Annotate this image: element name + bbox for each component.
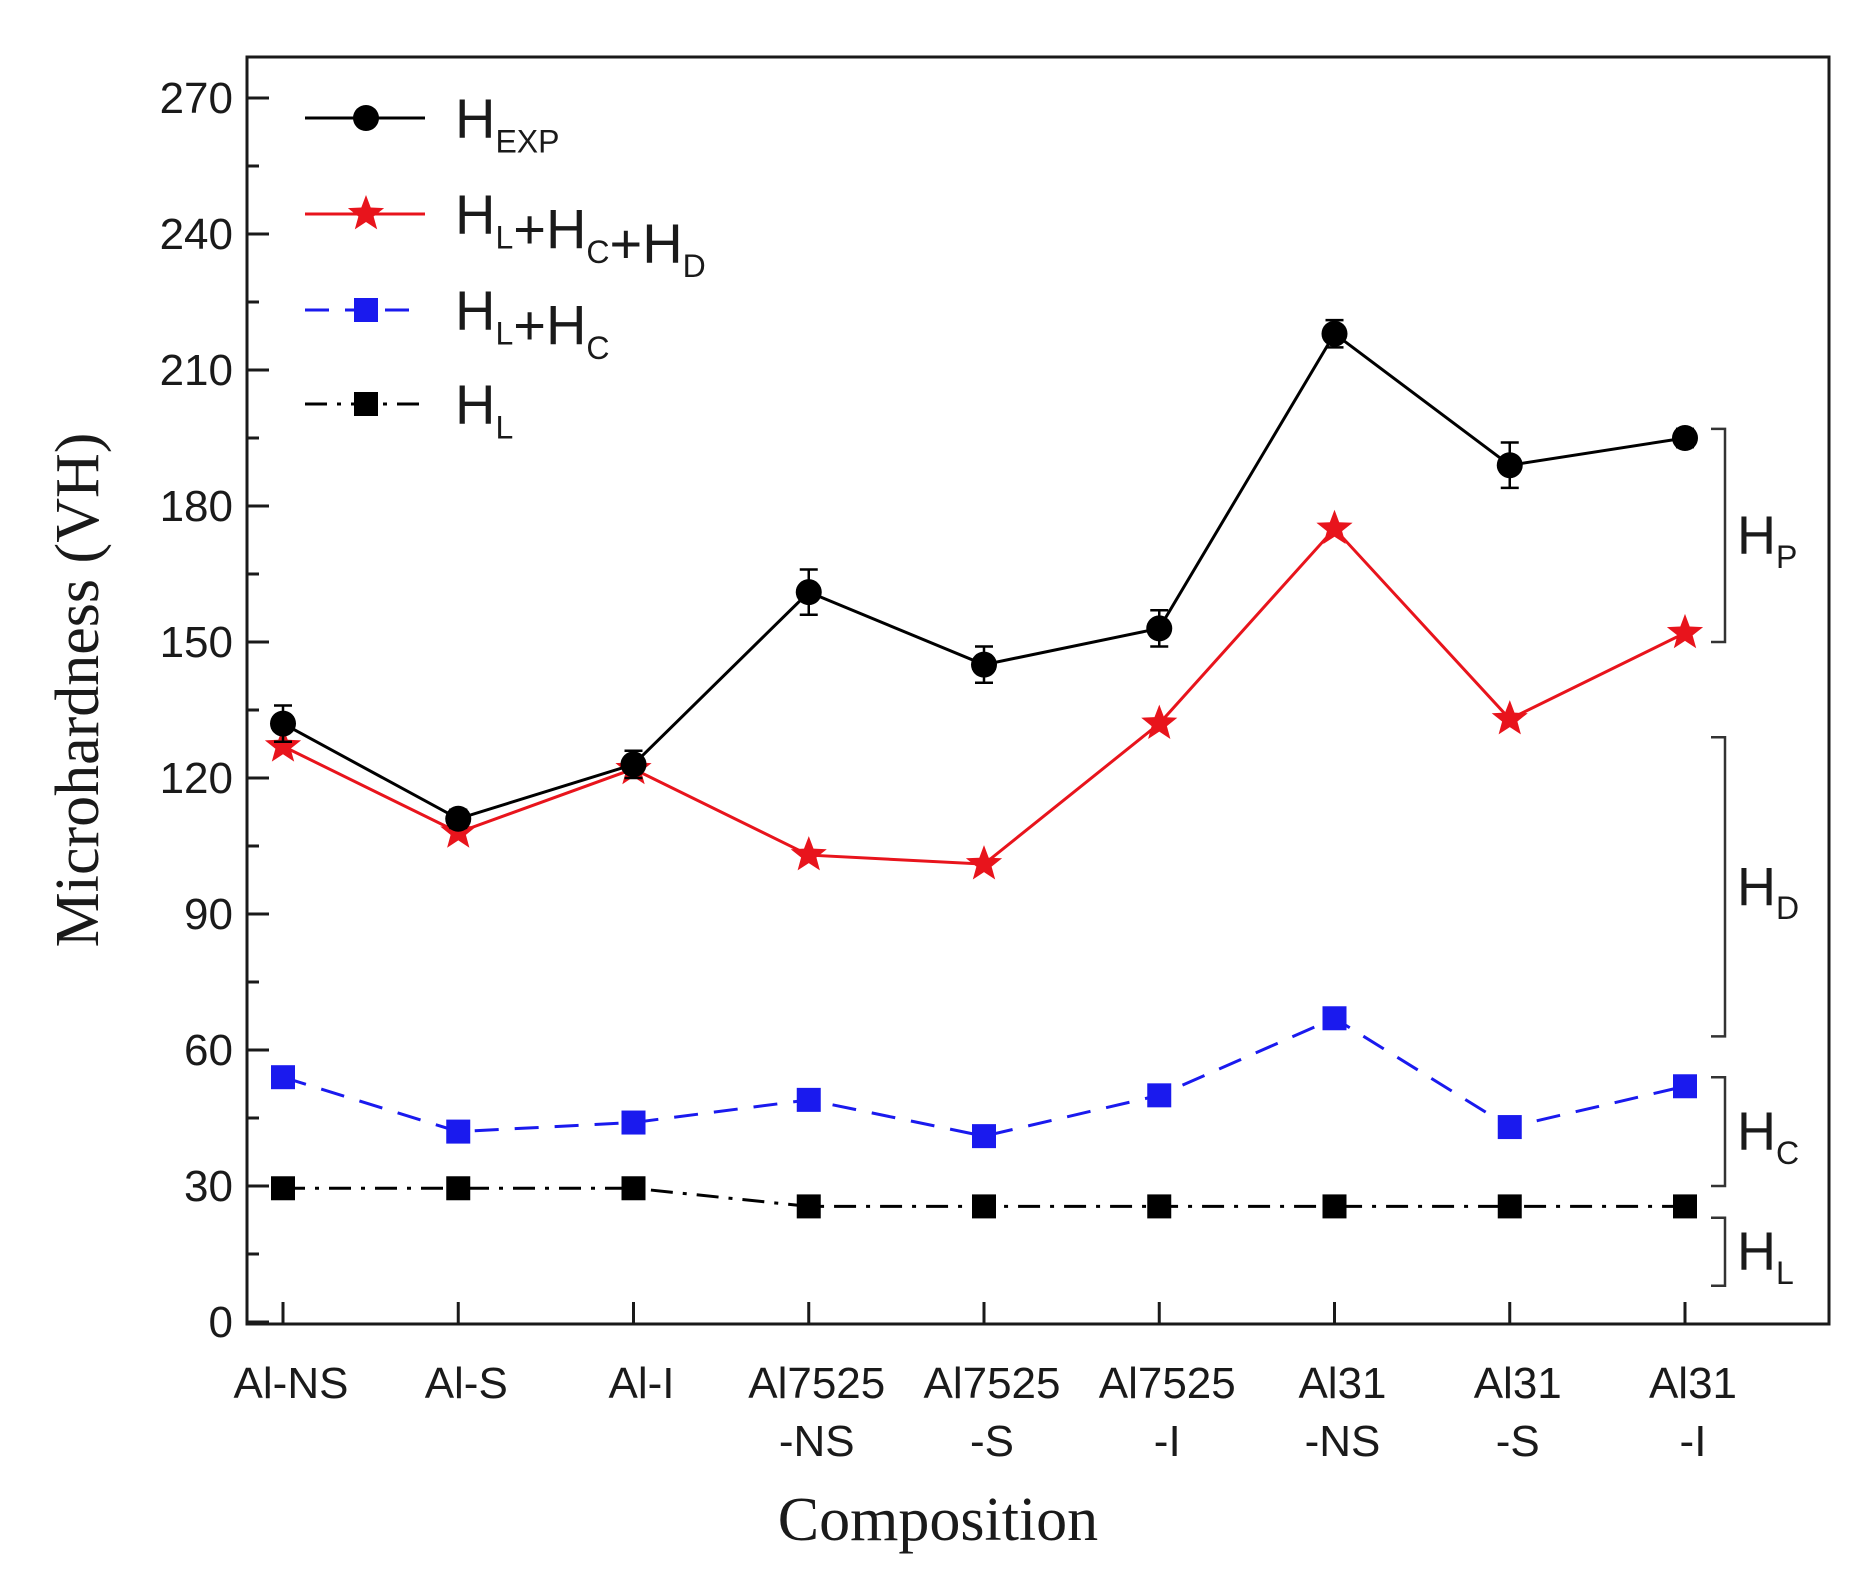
data-point [446,1119,471,1144]
data-point [1491,700,1528,735]
data-point [1673,1074,1697,1099]
data-point [264,727,302,762]
y-tick-label-30: 30 [184,1162,233,1211]
x-tick-label: Al-S [425,1359,508,1408]
legend-entry-H_L: HL [305,373,513,445]
x-tick-label: -I [1154,1417,1181,1466]
data-point [1147,1083,1172,1108]
data-point [796,1194,821,1219]
y-axis-title: Microhardness (VH) [44,433,112,948]
plot-frame [245,55,1831,1326]
data-point [972,1124,996,1149]
y-tick-label-0: 0 [209,1298,233,1347]
data-point [1497,1194,1522,1219]
x-tick-label: Al-NS [234,1359,349,1408]
y-tick-label-240: 240 [160,210,233,259]
data-point [445,805,472,832]
data-point [1322,1194,1347,1219]
bracket-label-D: HD [1737,857,1799,926]
data-point [1147,1194,1172,1219]
legend-label: HL+HC [455,279,610,366]
x-tick-label: -S [1496,1417,1540,1466]
legend-entry-H_EXP: HEXP [305,87,559,159]
x-tick-label: Al7525 [1099,1359,1236,1408]
series-H_EXP [270,318,1698,832]
legend-label: HL+HC+HD [455,183,706,284]
x-tick-label: Al31 [1298,1359,1386,1408]
legend-marker [353,105,379,131]
x-tick-label: -S [970,1417,1014,1466]
data-point [621,1176,646,1201]
bracket-P [1711,427,1727,644]
data-point [271,1065,295,1090]
data-point [1496,452,1523,479]
series-H_L+H_C [271,1006,1697,1149]
data-point [1672,425,1698,451]
data-point [1146,615,1173,642]
bracket-label-L: HL [1737,1222,1794,1291]
bracket-label-P: HP [1737,505,1797,574]
bracket-label-C: HC [1737,1102,1799,1171]
component-brackets: HP HD HC HL [1711,427,1799,1291]
y-axis: 0 30 60 90 120 150 180 210 240 270 [160,74,269,1347]
x-tick-label: Al31 [1649,1359,1737,1408]
data-point [270,710,296,737]
data-point [972,1194,996,1219]
data-point [446,1176,471,1201]
data-point [795,579,822,606]
y-tick-label-150: 150 [160,618,233,667]
y-tick-label-120: 120 [160,754,233,803]
x-tick-label: Al31 [1474,1359,1562,1408]
x-tick-label: Al7525 [923,1359,1060,1408]
y-tick-label-180: 180 [160,482,233,531]
data-point [1666,613,1704,649]
data-point [1673,1194,1697,1219]
legend-label: HEXP [455,87,559,159]
y-tick-label-270: 270 [160,74,233,123]
series-H_L [271,1176,1697,1219]
y-tick-label-90: 90 [184,890,233,939]
data-point [1141,704,1178,739]
data-point [621,1110,646,1135]
data-point [790,836,827,871]
x-axis: Al-NS Al-S Al-I Al7525 -NS Al7525 -S Al7525 -I Al… [234,1302,1737,1466]
data-point [796,1087,821,1112]
y-tick-label-210: 210 [160,346,233,395]
legend-marker [354,392,378,416]
y-tick-label-60: 60 [184,1026,233,1075]
data-point [1316,509,1353,544]
data-point [1322,1006,1347,1031]
legend-entry-H_L+H_C: HL+HC [305,279,610,366]
legend-label: HL [455,373,513,445]
series-layer [264,318,1704,1219]
x-tick-label: -I [1680,1417,1707,1466]
data-point [965,845,1003,880]
data-point [971,651,997,678]
x-tick-label: -NS [779,1417,855,1466]
data-point [271,1176,295,1201]
x-axis-title: Composition [778,1486,1098,1554]
bracket-D [1711,735,1727,1038]
x-tick-label: Al-I [609,1359,675,1408]
legend-marker [354,298,378,322]
data-point [1497,1115,1522,1140]
series-line-H_L+H_C [282,1016,1686,1138]
x-tick-label: Al7525 [748,1359,885,1408]
data-point [620,751,647,778]
data-point [1321,320,1348,347]
legend-marker [347,195,385,230]
x-tick-label: -NS [1305,1417,1381,1466]
legend-entry-H_L+H_C+H_D: HL+HC+HD [305,183,706,284]
bracket-L [1711,1216,1727,1287]
bracket-C [1711,1075,1727,1188]
